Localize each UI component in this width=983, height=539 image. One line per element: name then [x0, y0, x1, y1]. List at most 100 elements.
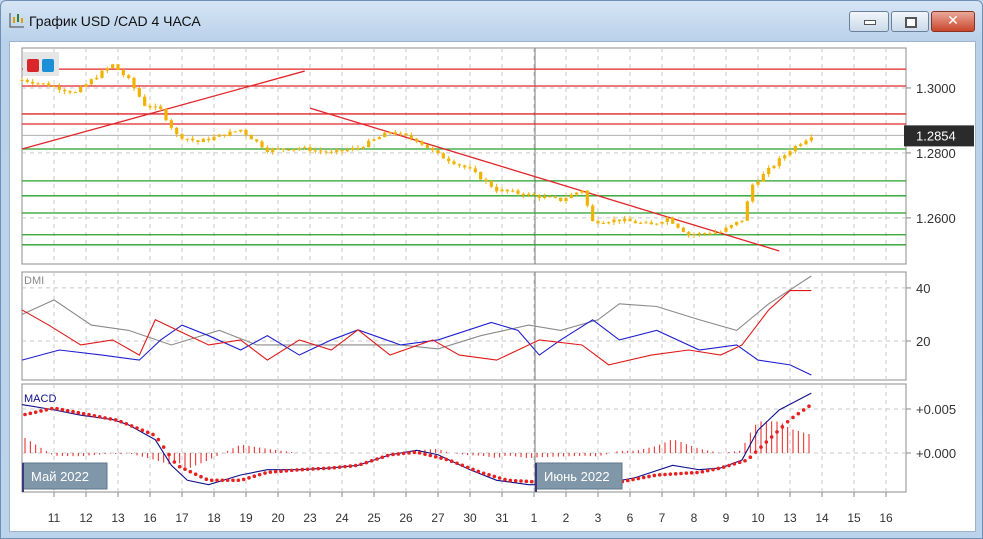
candle-body [489, 181, 493, 187]
signal-dot [295, 468, 299, 472]
candle-body [84, 84, 88, 87]
signal-dot [151, 432, 155, 437]
candle-body [153, 106, 157, 108]
candle-body [735, 221, 739, 225]
candle-body [639, 222, 643, 224]
candle-body [601, 222, 605, 224]
signal-dot [508, 478, 513, 483]
signal-dot [529, 479, 534, 484]
candle-body [132, 78, 136, 89]
signal-dot [257, 472, 262, 477]
candle-body [116, 64, 120, 71]
signal-dot [631, 477, 635, 482]
signal-dot [364, 460, 369, 465]
candle-body [303, 147, 307, 149]
signal-dot [721, 465, 726, 469]
candle-body [681, 227, 685, 233]
candle-body [180, 134, 184, 139]
month-label-box [22, 462, 108, 490]
y-tick-label: 20 [916, 334, 930, 349]
candle-body [361, 147, 365, 149]
candle-body [57, 86, 61, 90]
candle-body [223, 134, 227, 136]
x-tick-label: 15 [847, 511, 861, 525]
candle-body [388, 132, 392, 134]
candle-body [559, 197, 563, 202]
signal-dot [76, 410, 81, 415]
candle-body [799, 144, 803, 146]
candle-body [100, 70, 104, 78]
candle-body [148, 105, 152, 108]
candle-body [591, 205, 595, 222]
signal-dot [396, 452, 401, 456]
signal-dot [108, 417, 113, 421]
signal-dot [263, 471, 267, 475]
candle-body [793, 145, 797, 152]
signal-dot [39, 409, 43, 413]
candle-body [63, 89, 67, 92]
candle-body [431, 148, 435, 151]
signal-dot [161, 445, 166, 449]
candle-body [761, 174, 765, 182]
minimize-icon [864, 20, 876, 25]
signal-dot [732, 462, 737, 466]
signal-dot [193, 472, 198, 477]
candle-body [340, 150, 344, 152]
signal-dot [417, 451, 422, 455]
candle-body [239, 129, 243, 132]
candle-body [495, 186, 499, 192]
signal-dot [113, 418, 118, 422]
signal-dot [119, 419, 123, 424]
signal-dot [268, 470, 273, 474]
candle-body [324, 151, 328, 153]
candle-body [409, 135, 413, 139]
signal-dot [92, 413, 97, 418]
close-button[interactable]: ✕ [931, 11, 975, 32]
signal-dot [252, 474, 257, 479]
x-tick-label: 20 [271, 511, 285, 525]
signal-dot [23, 412, 27, 417]
candle-body [335, 150, 339, 152]
candle-body [655, 223, 659, 225]
signal-dot [791, 415, 795, 420]
candle-body [516, 190, 520, 194]
candle-body [271, 148, 275, 152]
x-tick-label: 2 [563, 511, 570, 525]
signal-dot [492, 474, 497, 479]
candle-body [169, 120, 173, 128]
macd-label: MACD [24, 393, 56, 405]
signal-dot [247, 476, 251, 480]
candle-body [777, 158, 781, 166]
maximize-button[interactable] [891, 11, 929, 32]
signal-dot [503, 477, 507, 482]
signal-dot [679, 471, 683, 476]
signal-dot [71, 409, 75, 414]
candle-body [127, 75, 131, 79]
signal-dot [87, 412, 91, 417]
candle-body [447, 158, 451, 162]
candle-body [292, 149, 296, 151]
signal-dot [460, 463, 465, 468]
candle-body [788, 151, 792, 156]
candle-body [31, 81, 35, 84]
signal-dot [199, 474, 203, 479]
signal-dot [225, 478, 230, 483]
signal-dot [103, 416, 107, 420]
candle-body [665, 217, 669, 222]
signal-dot [711, 467, 715, 472]
candle-body [543, 196, 547, 198]
signal-dot [359, 462, 363, 467]
candle-body [68, 91, 72, 93]
candle-body [297, 148, 301, 150]
minimize-button[interactable] [849, 11, 889, 32]
signal-dot [209, 478, 214, 483]
candle-body [255, 139, 259, 142]
signal-dot [780, 425, 785, 429]
candle-body [772, 165, 776, 168]
signal-dot [689, 471, 694, 475]
signal-dot [444, 457, 449, 462]
candle-body [276, 148, 280, 150]
candle-body [79, 86, 83, 93]
candle-body [164, 109, 168, 121]
